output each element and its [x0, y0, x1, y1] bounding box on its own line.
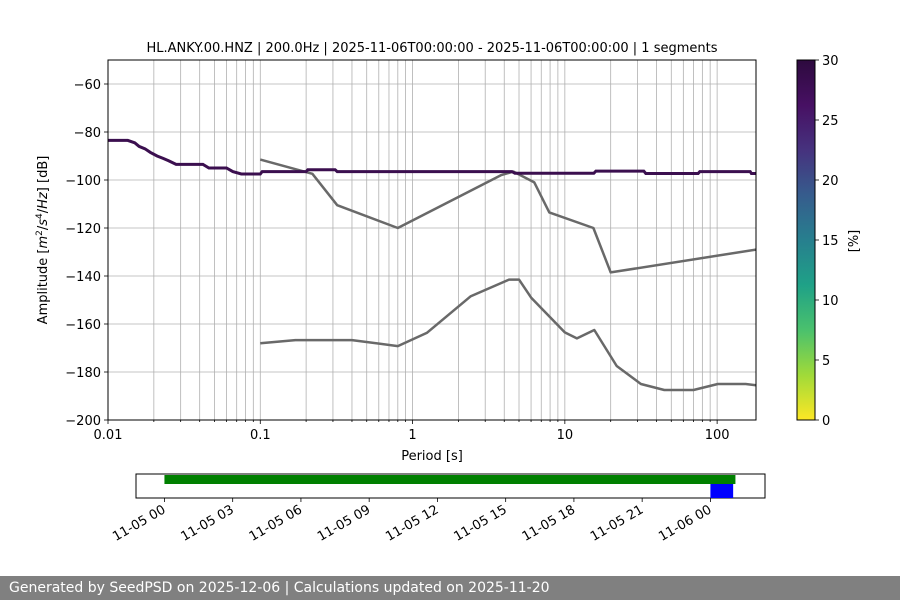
y-tick-label: −140	[65, 270, 101, 285]
footer-text: Generated by SeedPSD on 2025-12-06 | Cal…	[0, 576, 900, 600]
psd-figure: HL.ANKY.00.HNZ | 200.0Hz | 2025-11-06T00…	[35, 41, 862, 545]
availability-tick-label: 11-05 09	[315, 502, 373, 544]
colorbar-tick-label: 10	[822, 294, 839, 309]
y-tick-label: −180	[65, 366, 101, 381]
availability-span	[164, 475, 736, 484]
colorbar-ticks: 0 5 10 15 20 25 30	[815, 54, 839, 429]
x-tick-label: 10	[557, 428, 574, 443]
availability-tick-label: 11-05 21	[588, 502, 646, 544]
y-tick-label: −100	[65, 174, 101, 189]
x-tick-label: 100	[705, 428, 730, 443]
availability-tick-label: 11-05 18	[520, 502, 578, 544]
x-tick-label: 0.01	[94, 428, 123, 443]
x-tick-label: 1	[408, 428, 416, 443]
x-axis: 0.01 0.1 1 10 100	[94, 420, 730, 443]
availability-data	[164, 475, 736, 498]
availability-tick-label: 11-05 03	[179, 502, 237, 544]
series-layer	[108, 138, 756, 392]
availability-tick-label: 11-05 06	[247, 502, 305, 544]
availability-tick-label: 11-05 15	[452, 502, 510, 544]
availability-tick-label: 11-05 12	[383, 502, 441, 544]
colorbar-tick-label: 0	[822, 414, 830, 429]
noise-model-low	[260, 278, 756, 392]
availability-axis: 11-05 00 11-05 03 11-05 06 11-05 09 11-05 12…	[110, 498, 714, 545]
colorbar-label: [%]	[847, 230, 862, 253]
availability-tick-label: 11-05 00	[110, 502, 168, 544]
chart-title: HL.ANKY.00.HNZ | 200.0Hz | 2025-11-06T00…	[146, 41, 717, 56]
plot-area: 0.01 0.1 1 10 100 −200 −180 −160 −140 −120 −100 −8…	[65, 59, 757, 443]
y-tick-label: −120	[65, 222, 101, 237]
colorbar-tick-label: 30	[822, 54, 839, 69]
x-tick-label: 0.1	[250, 428, 271, 443]
availability-bar: 11-05 00 11-05 03 11-05 06 11-05 09 11-05 12…	[110, 473, 766, 545]
y-tick-label: −160	[65, 318, 101, 333]
x-axis-label: Period [s]	[401, 449, 463, 464]
y-tick-label: −60	[74, 78, 101, 93]
colorbar-gradient	[796, 59, 816, 421]
colorbar-tick-label: 5	[822, 354, 830, 369]
y-tick-label: −80	[74, 126, 101, 141]
availability-selected	[710, 484, 734, 498]
colorbar-tick-label: 20	[822, 174, 839, 189]
availability-tick-label: 11-06 00	[656, 502, 714, 544]
colorbar-tick-label: 15	[822, 234, 839, 249]
y-axis: −200 −180 −160 −140 −120 −100 −80 −60	[65, 78, 108, 429]
y-tick-label: −200	[65, 414, 101, 429]
colorbar-tick-label: 25	[822, 114, 839, 129]
psd-curve	[108, 138, 756, 176]
colorbar: 0 5 10 15 20 25 30 [%]	[796, 54, 862, 429]
y-axis-label: Amplitude [m2/s4/Hz] [dB]	[35, 156, 51, 325]
